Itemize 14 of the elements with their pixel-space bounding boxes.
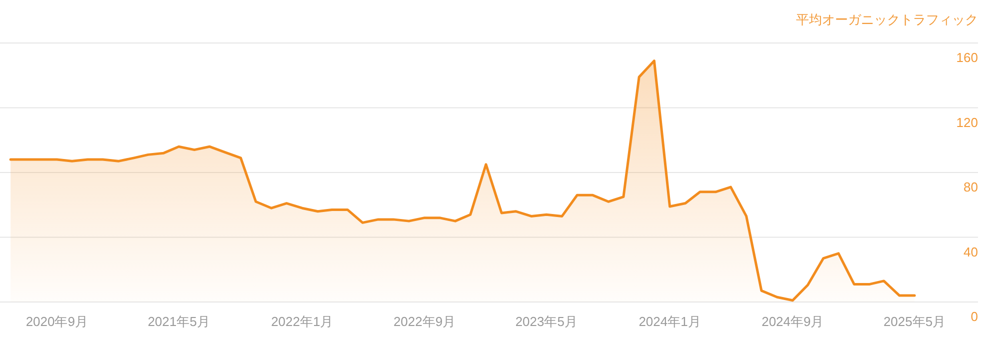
y-tick-label: 160 <box>956 50 978 65</box>
y-tick-label: 40 <box>964 244 978 260</box>
y-tick-label: 120 <box>956 114 978 130</box>
x-tick-label: 2022年1月 <box>271 314 334 329</box>
x-tick-label: 2021年5月 <box>148 314 210 329</box>
x-tick-label: 2024年9月 <box>762 314 824 329</box>
x-tick-label: 2023年5月 <box>515 314 578 329</box>
y-axis-title: 平均オーガニックトラフィック <box>796 12 978 27</box>
x-tick-label: 2024年1月 <box>638 314 701 329</box>
y-tick-label: 80 <box>964 180 978 194</box>
x-tick-label: 2022年9月 <box>393 314 456 329</box>
x-tick-label: 2020年9月 <box>26 314 88 329</box>
x-tick-label: 2025年5月 <box>883 314 946 329</box>
y-tick-label: 0 <box>970 309 978 324</box>
